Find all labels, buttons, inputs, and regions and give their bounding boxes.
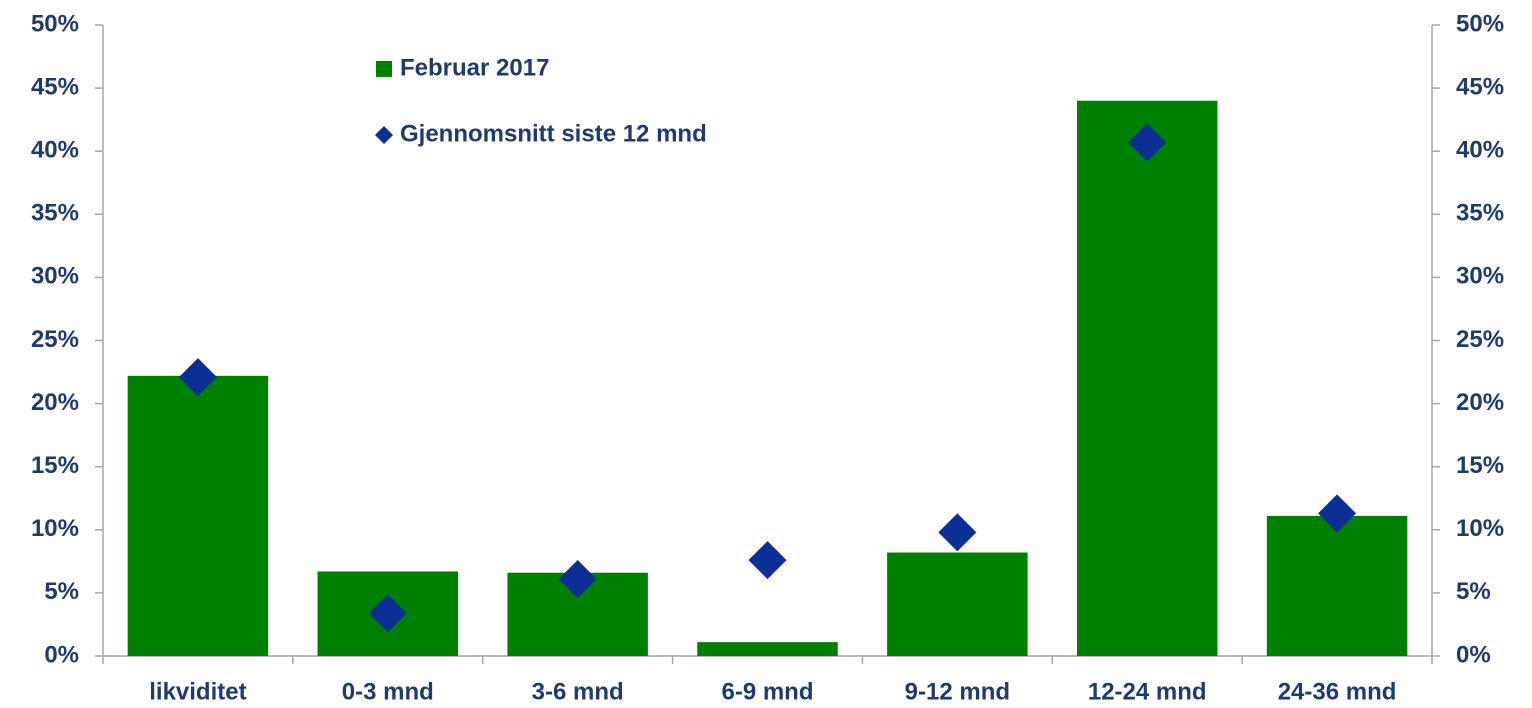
y2-tick-label: 50% xyxy=(1456,10,1504,37)
x-tick-label: 24-36 mnd xyxy=(1278,678,1397,705)
bar xyxy=(887,552,1028,656)
y-tick-label: 35% xyxy=(31,200,79,227)
bar xyxy=(697,642,838,656)
marker xyxy=(178,358,217,397)
marker xyxy=(748,541,787,580)
marker xyxy=(368,594,407,633)
y-tick-label: 40% xyxy=(31,137,79,164)
y-tick-label: 15% xyxy=(31,452,79,479)
y2-tick-label: 20% xyxy=(1456,389,1504,416)
y2-tick-label: 30% xyxy=(1456,263,1504,290)
y2-tick-label: 35% xyxy=(1456,200,1504,227)
y-tick-label: 20% xyxy=(31,389,79,416)
x-tick-label: 12-24 mnd xyxy=(1088,678,1207,705)
bar xyxy=(1266,515,1408,656)
bar xyxy=(127,375,269,656)
y-tick-label: 45% xyxy=(31,73,79,100)
bar xyxy=(1076,100,1218,657)
legend-swatch xyxy=(375,126,393,144)
legend-label: Gjennomsnitt siste 12 mnd xyxy=(400,120,707,147)
y-tick-label: 5% xyxy=(44,578,79,605)
marker xyxy=(558,560,597,599)
legend-label: Februar 2017 xyxy=(400,54,549,81)
marker xyxy=(1128,123,1167,162)
y2-tick-label: 15% xyxy=(1456,452,1504,479)
y2-tick-label: 10% xyxy=(1456,515,1504,542)
y2-tick-label: 5% xyxy=(1456,578,1491,605)
x-tick-label: 6-9 mnd xyxy=(721,678,813,705)
marker xyxy=(1318,494,1357,533)
y2-tick-label: 40% xyxy=(1456,137,1504,164)
y-tick-label: 0% xyxy=(44,641,79,668)
y2-tick-label: 45% xyxy=(1456,73,1504,100)
marker xyxy=(938,513,977,552)
x-tick-label: 3-6 mnd xyxy=(532,678,624,705)
x-tick-label: likviditet xyxy=(149,678,246,705)
y2-tick-label: 25% xyxy=(1456,326,1504,353)
x-tick-label: 0-3 mnd xyxy=(342,678,434,705)
y2-tick-label: 0% xyxy=(1456,641,1491,668)
legend-swatch xyxy=(376,61,392,77)
y-tick-label: 50% xyxy=(31,10,79,37)
y-tick-label: 10% xyxy=(31,515,79,542)
y-tick-label: 30% xyxy=(31,263,79,290)
y-tick-label: 25% xyxy=(31,326,79,353)
x-tick-label: 9-12 mnd xyxy=(905,678,1010,705)
